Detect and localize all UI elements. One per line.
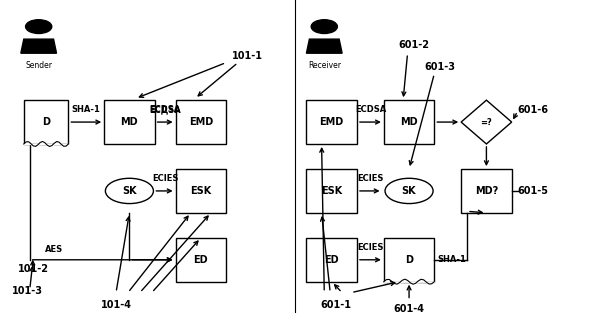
- Bar: [176, 100, 226, 144]
- Polygon shape: [306, 39, 342, 53]
- Text: EMD: EMD: [189, 117, 213, 127]
- Text: 101-4: 101-4: [101, 300, 131, 310]
- Bar: [104, 100, 155, 144]
- Text: D: D: [42, 117, 50, 127]
- Bar: [176, 238, 226, 282]
- Bar: [306, 100, 357, 144]
- Text: ED: ED: [324, 255, 339, 265]
- Circle shape: [385, 178, 433, 203]
- Bar: [384, 238, 434, 282]
- Bar: [176, 169, 226, 213]
- Text: AES: AES: [45, 244, 62, 254]
- Circle shape: [311, 20, 337, 33]
- Text: ESK: ESK: [321, 186, 342, 196]
- Bar: [384, 100, 434, 144]
- Text: ECДSA: ECДSA: [149, 105, 181, 114]
- Circle shape: [26, 20, 52, 33]
- Text: ECIES: ECIES: [357, 174, 384, 183]
- Bar: [461, 169, 512, 213]
- Text: MD: MD: [400, 117, 418, 127]
- Text: 601-5: 601-5: [518, 186, 549, 196]
- Text: Sender: Sender: [25, 61, 52, 70]
- Text: ECDSA: ECDSA: [149, 105, 181, 114]
- Text: 101-1: 101-1: [232, 51, 263, 61]
- Text: EMD: EMD: [320, 117, 344, 127]
- Text: MD?: MD?: [475, 186, 498, 196]
- Text: =?: =?: [481, 118, 492, 126]
- Text: 601-1: 601-1: [321, 300, 352, 310]
- Text: 601-4: 601-4: [393, 304, 425, 313]
- Text: 101-3: 101-3: [12, 286, 43, 296]
- Text: MD: MD: [121, 117, 138, 127]
- Text: SHA-1: SHA-1: [72, 105, 101, 114]
- Text: SK: SK: [122, 186, 137, 196]
- Text: ECIES: ECIES: [357, 243, 384, 252]
- Bar: [306, 238, 357, 282]
- Text: ED: ED: [193, 255, 208, 265]
- Text: ECDSA: ECDSA: [355, 105, 386, 114]
- Text: D: D: [405, 255, 413, 265]
- Polygon shape: [21, 39, 57, 53]
- Circle shape: [105, 178, 154, 203]
- Text: 101-2: 101-2: [18, 264, 49, 274]
- Text: Receiver: Receiver: [308, 61, 341, 70]
- Text: ESK: ESK: [190, 186, 211, 196]
- Text: 601-2: 601-2: [398, 40, 429, 50]
- Text: 601-6: 601-6: [518, 105, 549, 115]
- Bar: [24, 100, 68, 144]
- Text: 601-3: 601-3: [425, 62, 456, 72]
- Text: SK: SK: [402, 186, 416, 196]
- Text: ECIES: ECIES: [152, 174, 178, 183]
- Bar: [306, 169, 357, 213]
- Polygon shape: [461, 100, 512, 144]
- Text: SHA-1: SHA-1: [437, 255, 466, 264]
